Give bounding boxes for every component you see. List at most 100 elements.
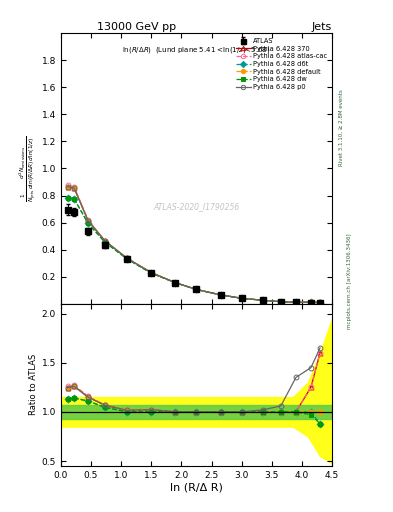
Pythia 6.428 atlas-cac (218, 292, 223, 298)
Pythia 6.428 default (279, 298, 283, 305)
Pythia 6.428 dw (318, 300, 322, 306)
Pythia 6.428 d6t (149, 270, 154, 276)
Pythia 6.428 default (218, 292, 223, 298)
Pythia 6.428 atlas-cac (318, 300, 322, 306)
Pythia 6.428 d6t (194, 286, 199, 292)
Pythia 6.428 d6t (65, 195, 70, 201)
Pythia 6.428 370 (194, 286, 199, 292)
Pythia 6.428 d6t (173, 280, 178, 286)
Pythia 6.428 default (149, 269, 154, 275)
Pythia 6.428 dw (149, 270, 154, 276)
Pythia 6.428 atlas-cac (65, 182, 70, 188)
Pythia 6.428 370 (239, 295, 244, 302)
Pythia 6.428 p0 (86, 218, 90, 224)
Line: Pythia 6.428 370: Pythia 6.428 370 (65, 184, 323, 305)
Pythia 6.428 370 (294, 299, 298, 305)
Pythia 6.428 p0 (194, 286, 199, 292)
Pythia 6.428 dw (194, 286, 199, 292)
Pythia 6.428 dw (86, 220, 90, 226)
Pythia 6.428 atlas-cac (261, 297, 265, 304)
Pythia 6.428 370 (261, 297, 265, 304)
X-axis label: ln (R/Δ R): ln (R/Δ R) (170, 482, 223, 493)
Pythia 6.428 370 (125, 255, 130, 262)
Pythia 6.428 d6t (103, 239, 107, 245)
Pythia 6.428 d6t (294, 299, 298, 305)
Pythia 6.428 default (86, 218, 90, 224)
Pythia 6.428 dw (218, 292, 223, 298)
Pythia 6.428 370 (309, 299, 313, 305)
Text: 13000 GeV pp: 13000 GeV pp (97, 22, 176, 32)
Text: Jets: Jets (312, 22, 332, 32)
Line: Pythia 6.428 default: Pythia 6.428 default (65, 184, 323, 305)
Pythia 6.428 dw (239, 295, 244, 302)
Pythia 6.428 dw (309, 299, 313, 305)
Y-axis label: Ratio to ATLAS: Ratio to ATLAS (29, 354, 37, 415)
Pythia 6.428 d6t (261, 297, 265, 304)
Text: ATLAS-2020_I1790256: ATLAS-2020_I1790256 (153, 202, 240, 211)
Pythia 6.428 p0 (279, 298, 283, 305)
Pythia 6.428 p0 (125, 255, 130, 262)
Pythia 6.428 dw (103, 239, 107, 245)
Pythia 6.428 atlas-cac (194, 286, 199, 292)
Pythia 6.428 default (261, 297, 265, 304)
Pythia 6.428 p0 (218, 292, 223, 298)
Pythia 6.428 370 (218, 292, 223, 298)
Pythia 6.428 d6t (239, 295, 244, 302)
Pythia 6.428 370 (72, 185, 77, 191)
Pythia 6.428 dw (65, 195, 70, 201)
Pythia 6.428 atlas-cac (309, 299, 313, 305)
Pythia 6.428 atlas-cac (294, 299, 298, 305)
Line: Pythia 6.428 p0: Pythia 6.428 p0 (65, 184, 323, 305)
Pythia 6.428 p0 (173, 280, 178, 286)
Pythia 6.428 atlas-cac (239, 295, 244, 302)
Y-axis label: $\frac{1}{N_\mathrm{jets}}\frac{d^2N_\mathrm{emissions}}{d\ln(R/\Delta R)\,d\ln(: $\frac{1}{N_\mathrm{jets}}\frac{d^2N_\ma… (17, 135, 37, 202)
Line: Pythia 6.428 dw: Pythia 6.428 dw (65, 195, 323, 305)
Pythia 6.428 d6t (218, 292, 223, 298)
Pythia 6.428 p0 (72, 185, 77, 191)
Pythia 6.428 370 (173, 280, 178, 286)
Pythia 6.428 atlas-cac (279, 298, 283, 305)
Pythia 6.428 atlas-cac (86, 217, 90, 223)
Pythia 6.428 default (309, 299, 313, 305)
Pythia 6.428 default (72, 185, 77, 191)
Pythia 6.428 dw (173, 280, 178, 286)
Pythia 6.428 atlas-cac (125, 255, 130, 262)
Pythia 6.428 p0 (149, 269, 154, 275)
Pythia 6.428 default (173, 280, 178, 286)
Pythia 6.428 atlas-cac (103, 238, 107, 244)
Pythia 6.428 p0 (239, 295, 244, 302)
Text: Rivet 3.1.10, ≥ 2.8M events: Rivet 3.1.10, ≥ 2.8M events (339, 90, 344, 166)
Pythia 6.428 atlas-cac (173, 280, 178, 286)
Pythia 6.428 p0 (318, 299, 322, 305)
Pythia 6.428 d6t (318, 300, 322, 306)
Pythia 6.428 d6t (86, 220, 90, 226)
Pythia 6.428 dw (294, 299, 298, 305)
Pythia 6.428 dw (261, 297, 265, 304)
Pythia 6.428 default (65, 184, 70, 190)
Pythia 6.428 d6t (72, 196, 77, 202)
Pythia 6.428 default (239, 295, 244, 302)
Line: Pythia 6.428 atlas-cac: Pythia 6.428 atlas-cac (65, 183, 323, 305)
Text: $\ln(R/\Delta R)$  (Lund plane 5.41 <$\ln(1/z)$<5.68): $\ln(R/\Delta R)$ (Lund plane 5.41 <$\ln… (122, 46, 271, 55)
Line: Pythia 6.428 d6t: Pythia 6.428 d6t (65, 195, 323, 305)
Pythia 6.428 p0 (65, 184, 70, 190)
Pythia 6.428 d6t (309, 299, 313, 305)
Pythia 6.428 default (194, 286, 199, 292)
Pythia 6.428 dw (72, 196, 77, 202)
Pythia 6.428 dw (279, 298, 283, 305)
Pythia 6.428 default (318, 300, 322, 306)
Pythia 6.428 370 (65, 184, 70, 190)
Pythia 6.428 370 (86, 218, 90, 224)
Pythia 6.428 370 (103, 238, 107, 244)
Pythia 6.428 d6t (125, 256, 130, 262)
Pythia 6.428 p0 (294, 299, 298, 305)
Text: mcplots.cern.ch [arXiv:1306.3436]: mcplots.cern.ch [arXiv:1306.3436] (347, 234, 352, 329)
Pythia 6.428 370 (318, 300, 322, 306)
Pythia 6.428 dw (125, 256, 130, 262)
Pythia 6.428 370 (149, 269, 154, 275)
Legend: ATLAS, Pythia 6.428 370, Pythia 6.428 atlas-cac, Pythia 6.428 d6t, Pythia 6.428 : ATLAS, Pythia 6.428 370, Pythia 6.428 at… (235, 37, 329, 91)
Pythia 6.428 d6t (279, 298, 283, 305)
Pythia 6.428 default (294, 299, 298, 305)
Pythia 6.428 370 (279, 298, 283, 305)
Pythia 6.428 p0 (309, 299, 313, 305)
